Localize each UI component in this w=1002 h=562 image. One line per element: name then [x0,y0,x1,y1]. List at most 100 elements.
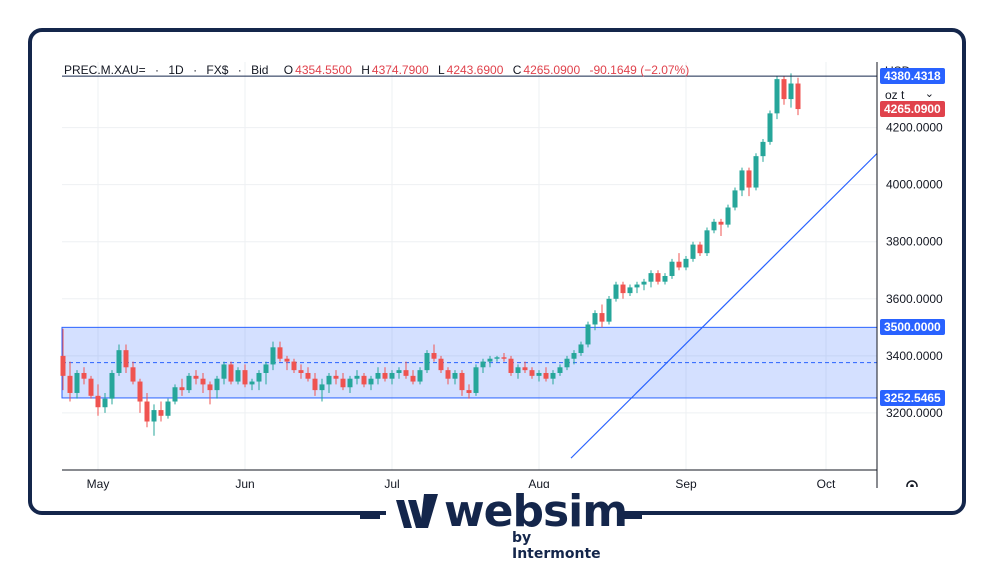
candle-body [676,261,682,268]
candle-body [704,230,710,254]
close-label: C [512,63,522,77]
candle-body [417,370,423,382]
candle-body [683,258,689,268]
x-tick-label: Sep [675,477,697,491]
high-value: 4374.7900 [371,63,429,77]
price-tag: 3500.0000 [880,319,945,336]
candle-body [305,372,311,379]
candle-body [739,170,745,191]
chevron-down-icon: ⌄ [924,88,934,100]
candle-body [487,358,493,362]
y-tick-label: 4000.0000 [886,178,943,192]
candle-body [606,298,612,322]
candle-body [536,372,542,376]
candle-body [95,395,101,408]
candle-body [340,378,346,388]
candle-body [690,244,696,259]
candle-body [424,353,430,371]
candle-body [403,370,409,376]
candle-body [263,364,269,373]
x-tick-label: May [87,477,110,491]
candle-body [249,381,255,385]
candle-body [767,113,773,142]
candle-body [214,378,220,391]
x-tick-label: Aug [528,477,549,491]
open-value: 4354.5500 [295,63,352,77]
interval-label[interactable]: 1D [168,63,184,77]
candle-body [725,207,731,225]
candle-body [74,372,80,393]
candle-body [522,367,528,371]
candle-body [151,410,157,422]
candle-body [732,190,738,208]
candle-body [410,375,416,382]
candle-body [648,273,654,282]
candle-body [333,375,339,379]
logo-divider-right [622,515,642,519]
candle-body [361,375,367,385]
candle-body [88,378,94,396]
candle-body [592,313,598,325]
candle-body [473,367,479,393]
drawn-lines[interactable] [62,75,878,459]
candle-body [291,361,297,371]
axes: 3200.0000 3400.0000 3600.0000 3800.0000 4000… [62,62,943,491]
candle-body [256,372,262,382]
candle-body [445,370,451,379]
low-value: 4243.6900 [446,63,504,77]
candle-body [200,378,206,385]
candle-body [627,287,633,294]
y-tick-label: 3600.0000 [886,292,943,306]
candle-body [102,398,108,408]
candle-body [543,372,549,379]
candle-body [620,284,626,294]
price-tag: 4380.4318 [880,68,945,85]
candle-body [613,284,619,299]
candle-body [298,370,304,373]
candle-body [515,367,521,373]
candle-body [585,324,591,345]
candle-body [760,141,766,157]
candle-body [284,358,290,362]
candle-body [123,350,129,368]
x-tick-label: Jun [235,477,254,491]
candle-body [564,358,570,368]
symbol-label[interactable]: PREC.M.XAU= [64,63,146,77]
gear-icon[interactable] [905,478,919,487]
candle-body [641,281,647,285]
unit-selector[interactable]: oz t ⌄ [878,84,940,106]
trend-line[interactable] [570,153,878,459]
price-tag: 4265.0900 [880,101,945,118]
ohlc-header: PREC.M.XAU= · 1D · FX$ · Bid O 4354.5500 … [64,63,695,77]
candle-body [158,410,164,416]
candle-body [578,344,584,354]
low-label: L [437,63,445,77]
open-label: O [283,63,294,77]
candle-body [711,221,717,231]
candle-body [270,347,276,365]
candle-body [753,156,759,188]
candle-body [242,370,248,385]
candle-body [179,387,185,391]
price-chart[interactable]: 3200.0000 3400.0000 3600.0000 3800.0000 4000… [0,0,1002,549]
candle-body [746,170,752,188]
candle-body [669,261,675,276]
high-label: H [361,63,370,77]
candle-body [81,372,87,379]
candle-body [109,372,115,399]
separator: · [155,63,160,77]
websim-logo: websim by Intermonte [386,486,628,562]
candle-body [347,378,353,388]
candle-body [788,83,794,100]
candle-body [480,361,486,368]
candle-body [130,367,136,382]
candle-body [795,83,801,110]
candle-body [550,372,556,379]
candle-body [382,372,388,379]
source-label: FX$ [206,63,229,77]
candle-body [368,378,374,385]
candle-body [137,381,143,402]
candle-body [557,367,563,373]
y-tick-label: 4200.0000 [886,121,943,135]
candle-body [718,221,724,225]
